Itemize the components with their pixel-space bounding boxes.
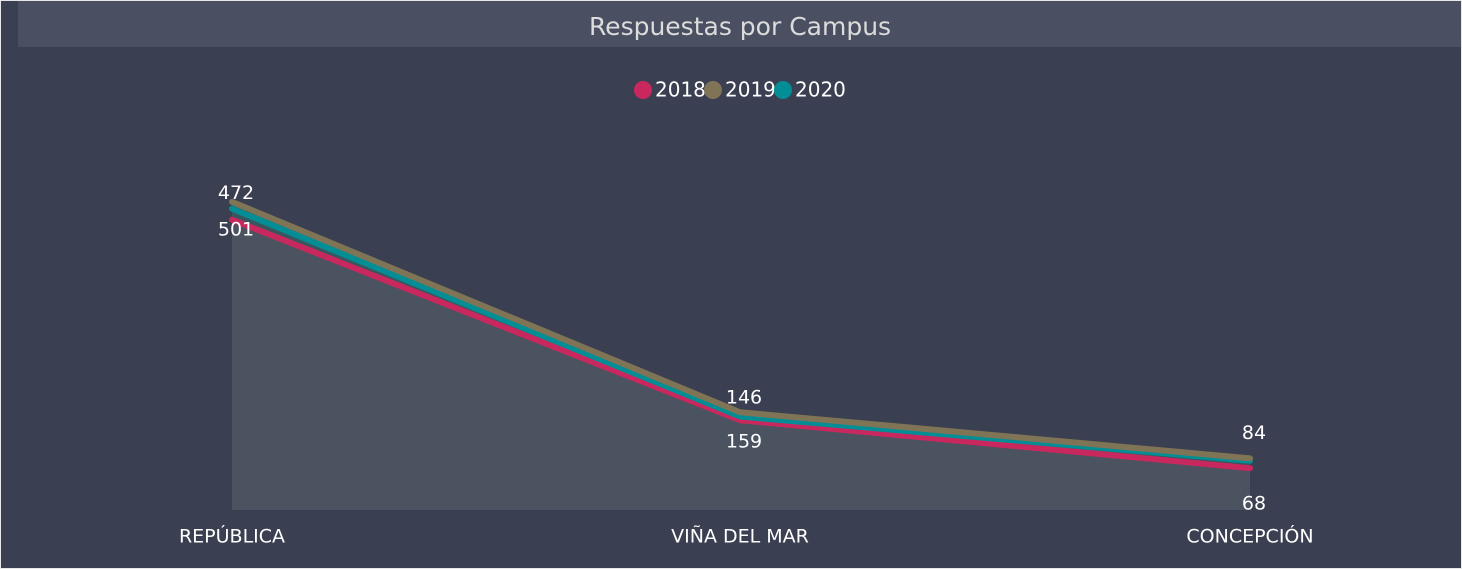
x-tick-label: CONCEPCIÓN xyxy=(1186,524,1313,548)
series-line xyxy=(229,198,1253,462)
data-label: 84 xyxy=(1242,422,1266,444)
area-fill xyxy=(232,219,1250,510)
x-tick-label: VIÑA DEL MAR xyxy=(671,525,809,548)
x-tick-label: REPÚBLICA xyxy=(179,524,285,548)
data-label: 146 xyxy=(726,387,762,409)
series-line xyxy=(229,205,1253,464)
legend-label: 2020 xyxy=(795,78,846,102)
legend-swatch xyxy=(774,81,792,99)
data-label: 68 xyxy=(1242,493,1266,515)
data-label: 501 xyxy=(218,218,254,240)
area-fill xyxy=(232,208,1250,510)
legend-swatch xyxy=(634,81,652,99)
legend-label: 2018 xyxy=(655,78,706,102)
chart-title: Respuestas por Campus xyxy=(589,12,891,41)
area-fill xyxy=(232,201,1250,510)
legend: 2018 2019 2020 xyxy=(634,78,846,102)
series-line xyxy=(229,216,1253,472)
title-bar xyxy=(18,1,1461,47)
data-label: 472 xyxy=(218,182,254,204)
legend-label: 2019 xyxy=(725,78,776,102)
data-label: 159 xyxy=(726,431,762,453)
plot: 2018 2019 2020 REPÚBLICA VIÑA DEL MAR CONCEPC… xyxy=(179,78,1314,548)
legend-swatch xyxy=(704,81,722,99)
